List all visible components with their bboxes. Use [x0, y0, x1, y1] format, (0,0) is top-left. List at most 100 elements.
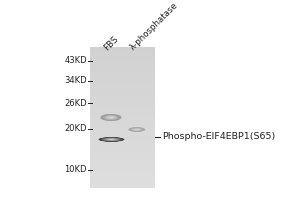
Ellipse shape — [130, 128, 143, 131]
Ellipse shape — [105, 116, 116, 119]
Bar — [90, 119, 154, 120]
Ellipse shape — [129, 127, 145, 132]
Bar — [90, 138, 154, 139]
Ellipse shape — [106, 139, 117, 140]
Bar — [90, 154, 154, 155]
Bar — [90, 53, 154, 54]
Bar — [90, 108, 154, 109]
Ellipse shape — [103, 115, 118, 120]
Bar — [90, 135, 154, 136]
Ellipse shape — [132, 128, 141, 131]
Ellipse shape — [100, 114, 122, 121]
Bar — [90, 107, 154, 108]
Bar — [90, 94, 154, 95]
Bar — [90, 122, 154, 123]
Bar — [90, 61, 154, 62]
Bar — [90, 75, 154, 76]
Bar — [90, 143, 154, 145]
Bar — [90, 160, 154, 161]
Bar — [90, 79, 154, 80]
Bar — [90, 115, 154, 116]
Bar — [90, 87, 154, 88]
Bar — [90, 70, 154, 71]
Bar — [90, 129, 154, 130]
Bar — [90, 66, 154, 67]
Ellipse shape — [105, 138, 118, 140]
Bar — [90, 114, 154, 115]
Bar — [90, 105, 154, 106]
Bar — [90, 162, 154, 164]
Bar — [90, 92, 154, 93]
Bar — [90, 176, 154, 178]
Ellipse shape — [135, 129, 139, 130]
Ellipse shape — [107, 116, 114, 119]
Bar — [90, 126, 154, 127]
Ellipse shape — [101, 114, 121, 121]
Ellipse shape — [130, 128, 144, 132]
Bar — [90, 80, 154, 81]
Bar — [90, 145, 154, 146]
Ellipse shape — [130, 128, 144, 131]
Ellipse shape — [102, 115, 120, 120]
Bar — [90, 96, 154, 97]
Bar — [90, 156, 154, 158]
Bar — [90, 181, 154, 182]
Bar — [90, 69, 154, 70]
Ellipse shape — [102, 115, 119, 120]
Bar — [90, 68, 154, 69]
Bar — [90, 136, 154, 138]
Ellipse shape — [100, 137, 123, 141]
Ellipse shape — [136, 129, 138, 130]
Bar — [90, 60, 154, 61]
Ellipse shape — [103, 138, 120, 141]
Bar — [90, 89, 154, 90]
Bar — [90, 55, 154, 56]
Bar — [90, 142, 154, 143]
Bar — [90, 67, 154, 68]
Bar — [90, 84, 154, 86]
Ellipse shape — [108, 139, 115, 140]
Bar — [90, 116, 154, 117]
Ellipse shape — [133, 129, 140, 130]
Bar — [90, 109, 154, 110]
Bar — [90, 47, 154, 48]
Bar — [90, 152, 154, 153]
Bar — [90, 148, 154, 149]
Ellipse shape — [135, 129, 138, 130]
Bar — [90, 167, 154, 168]
Bar — [90, 127, 154, 128]
Bar — [90, 146, 154, 147]
Bar — [90, 165, 154, 166]
Bar — [90, 51, 154, 53]
Text: 34KD: 34KD — [64, 76, 87, 85]
Ellipse shape — [132, 128, 142, 131]
Bar — [90, 172, 154, 173]
Ellipse shape — [103, 115, 118, 120]
Bar — [90, 169, 154, 171]
Bar — [90, 134, 154, 135]
Ellipse shape — [102, 138, 121, 141]
Bar — [90, 159, 154, 160]
Ellipse shape — [110, 117, 112, 118]
Ellipse shape — [132, 128, 142, 131]
Ellipse shape — [110, 117, 112, 118]
Ellipse shape — [103, 115, 119, 120]
Ellipse shape — [131, 128, 142, 131]
Ellipse shape — [106, 116, 116, 119]
Ellipse shape — [107, 116, 115, 119]
Bar — [90, 58, 154, 60]
Bar — [90, 48, 154, 49]
Bar — [90, 83, 154, 84]
Ellipse shape — [133, 128, 141, 131]
Bar — [90, 182, 154, 184]
Ellipse shape — [104, 115, 118, 120]
Ellipse shape — [103, 138, 120, 141]
Ellipse shape — [135, 129, 139, 130]
Bar — [90, 73, 154, 74]
Bar — [90, 106, 154, 107]
Ellipse shape — [131, 128, 142, 131]
Text: 10KD: 10KD — [64, 165, 87, 174]
Bar — [90, 180, 154, 181]
Bar — [90, 77, 154, 79]
Text: 20KD: 20KD — [64, 124, 87, 133]
